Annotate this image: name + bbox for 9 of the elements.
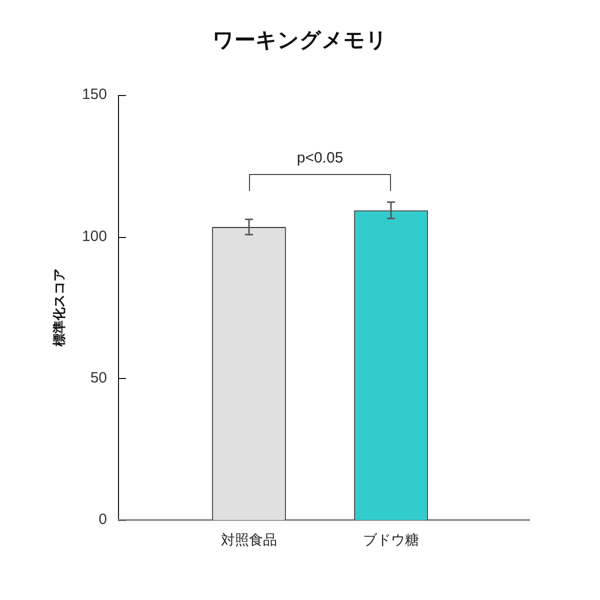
y-tick-label: 100 bbox=[82, 228, 107, 245]
y-tick-label: 150 bbox=[82, 86, 107, 104]
y-tick-label: 0 bbox=[98, 511, 107, 528]
x-tick-label: 対照食品 bbox=[221, 531, 277, 548]
x-tick-label: ブドウ糖 bbox=[363, 531, 419, 548]
y-axis-title: 標準化スコア bbox=[51, 268, 66, 348]
annotation: p<0.05 bbox=[296, 150, 344, 167]
chart-title: ワーキングメモリ bbox=[212, 28, 388, 52]
y-tick-label: 50 bbox=[90, 369, 107, 386]
